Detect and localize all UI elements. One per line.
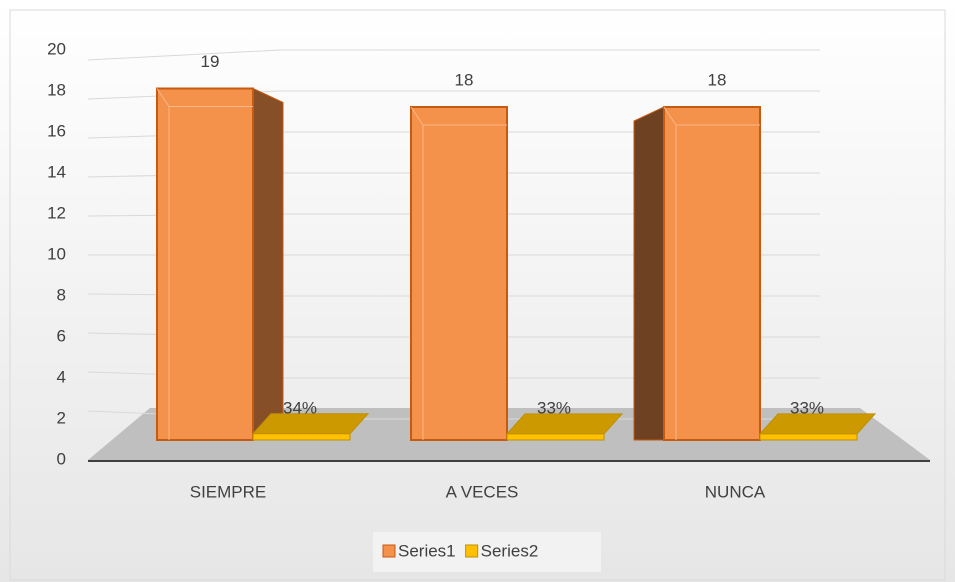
data-label: 18 (708, 70, 727, 89)
chart-border (9, 9, 946, 581)
legend-swatch (465, 544, 479, 558)
legend-label: Series2 (481, 541, 539, 560)
data-label: 33% (537, 398, 571, 417)
bar (759, 433, 858, 441)
data-label: 34% (283, 398, 317, 417)
bar (663, 106, 761, 441)
x-tick-label: SIEMPRE (190, 482, 267, 501)
grid-line (87, 49, 820, 61)
legend-label: Series1 (398, 541, 456, 560)
bar-side (633, 106, 665, 441)
bar (156, 87, 254, 441)
y-tick-label: 0 (57, 449, 66, 468)
legend-swatch (382, 544, 396, 558)
y-tick-label: 6 (57, 326, 66, 345)
y-tick-label: 20 (47, 39, 66, 58)
y-tick-label: 16 (47, 121, 66, 140)
data-label: 18 (455, 70, 474, 89)
legend-box (373, 532, 601, 572)
y-tick-label: 10 (47, 244, 66, 263)
grid-line (87, 90, 820, 100)
y-tick-label: 2 (57, 408, 66, 427)
y-tick-label: 12 (47, 203, 66, 222)
y-tick-label: 4 (57, 367, 66, 386)
bar (410, 106, 508, 441)
y-tick-label: 18 (47, 80, 66, 99)
x-tick-label: A VECES (446, 482, 519, 501)
y-tick-label: 14 (47, 162, 66, 181)
data-label: 19 (201, 52, 220, 71)
bar-side (252, 87, 284, 441)
y-tick-label: 8 (57, 285, 66, 304)
data-label: 33% (790, 398, 824, 417)
bar (506, 433, 605, 441)
bar (252, 433, 351, 441)
x-tick-label: NUNCA (705, 482, 766, 501)
